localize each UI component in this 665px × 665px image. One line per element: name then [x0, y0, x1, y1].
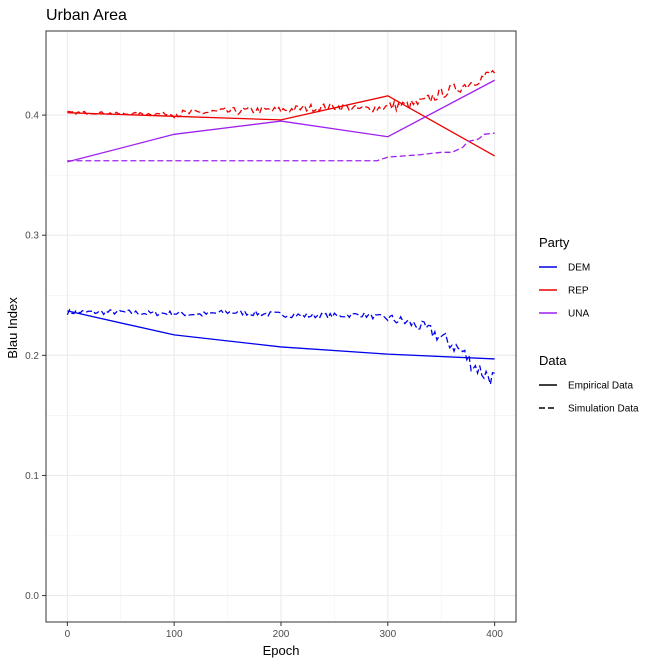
simulation-line-dem: [66, 308, 495, 385]
series-lines: [66, 69, 496, 385]
simulation-line-rep: [67, 69, 496, 119]
x-axis: 0 100 200 300 400: [65, 622, 503, 640]
x-tick-label: 300: [379, 629, 396, 640]
legend-label-empirical: Empirical Data: [568, 381, 633, 392]
y-tick-label: 0.4: [25, 111, 39, 122]
y-tick-label: 0.1: [25, 471, 39, 482]
legend-label-una: UNA: [568, 309, 589, 320]
legend-label-simulation: Simulation Data: [568, 404, 639, 415]
legend: Party DEM REP UNA Data Empirical Data Simulati…: [539, 235, 639, 415]
legend-label-rep: REP: [568, 286, 589, 297]
y-tick-label: 0.0: [25, 591, 39, 602]
y-tick-label: 0.2: [25, 351, 39, 362]
legend-title-party: Party: [539, 235, 570, 250]
x-tick-label: 400: [486, 629, 503, 640]
chart-title: Urban Area: [46, 7, 127, 24]
legend-title-data: Data: [539, 353, 567, 368]
x-tick-label: 0: [65, 629, 71, 640]
empirical-line-una: [67, 79, 495, 163]
simulation-line-una: [67, 132, 495, 162]
x-tick-label: 200: [273, 629, 290, 640]
x-tick-label: 100: [166, 629, 183, 640]
y-tick-label: 0.3: [25, 231, 39, 242]
y-axis: 0.0 0.1 0.2 0.3 0.4: [25, 111, 46, 602]
empirical-line-rep: [67, 95, 495, 157]
x-axis-title: Epoch: [263, 643, 300, 658]
legend-label-dem: DEM: [568, 263, 590, 274]
empirical-line-dem: [67, 310, 495, 360]
y-axis-title: Blau Index: [5, 297, 20, 359]
